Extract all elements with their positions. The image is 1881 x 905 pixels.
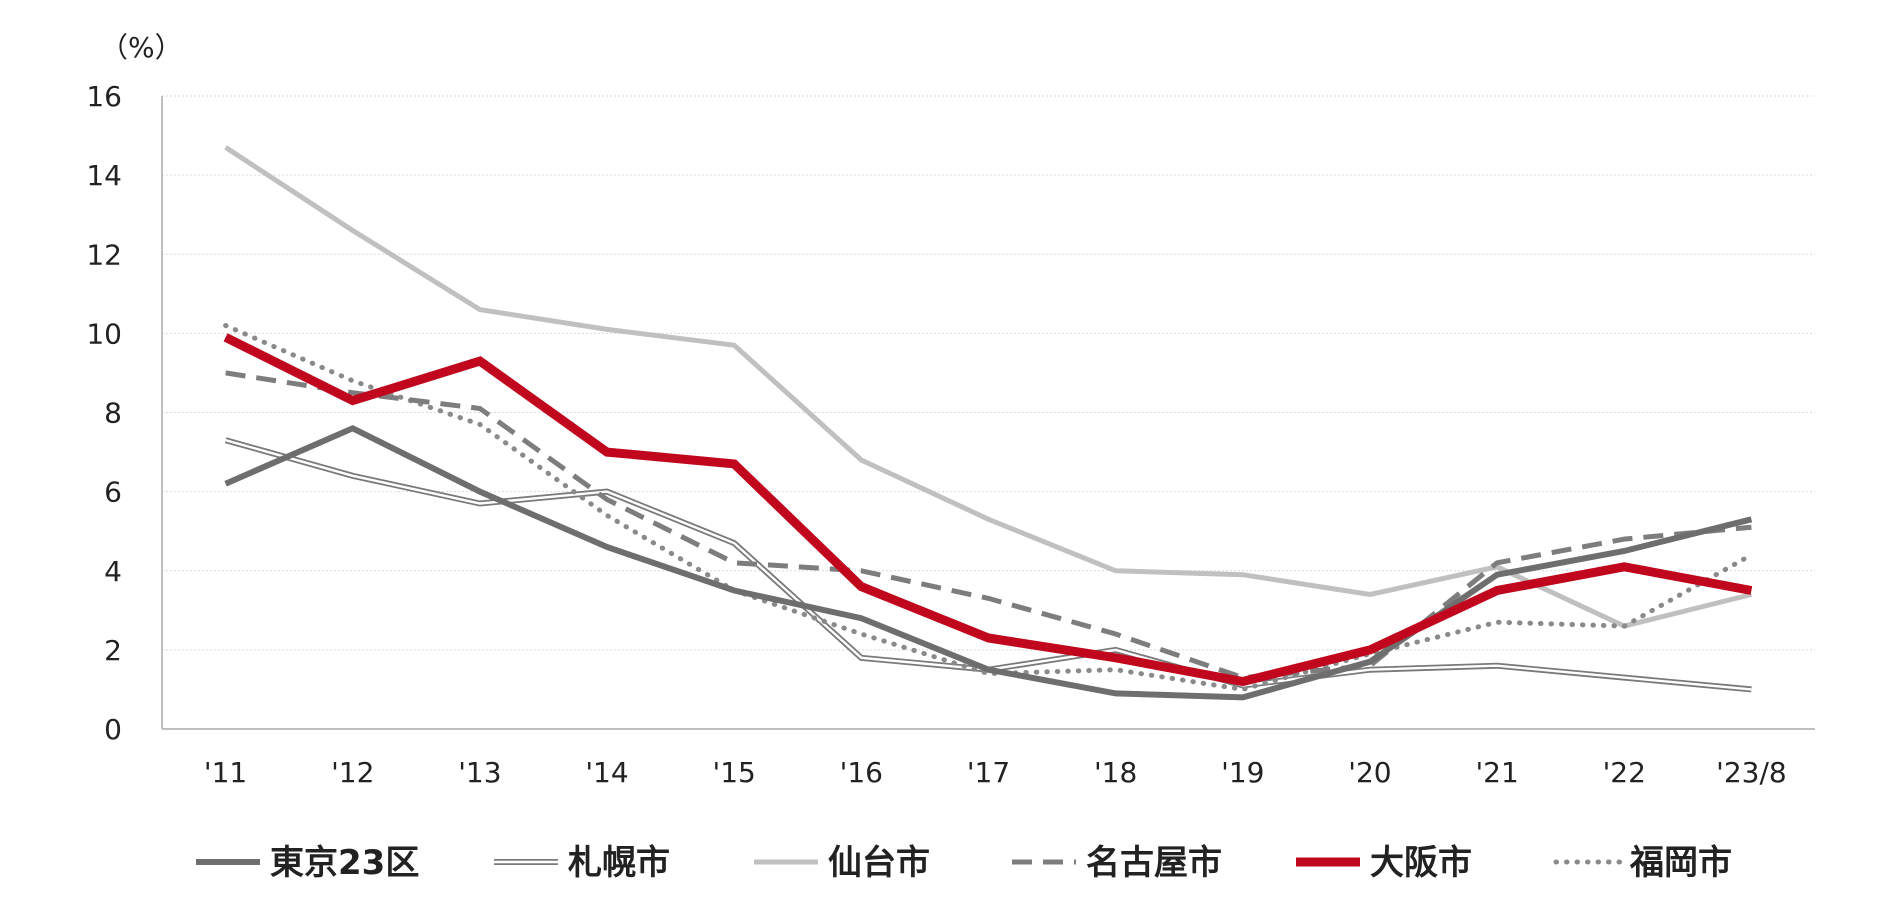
y-tick-label: 10 xyxy=(86,317,122,350)
x-tick-label: '22 xyxy=(1603,756,1646,789)
legend-item: 大阪市 xyxy=(1296,843,1472,883)
y-tick-label: 0 xyxy=(104,713,122,746)
x-tick-label: '23/8 xyxy=(1716,756,1787,789)
legend-label: 福岡市 xyxy=(1629,843,1732,883)
x-tick-label: '18 xyxy=(1094,756,1137,789)
axes: 0 2 4 6 8 10 12 14 16 '11 '12 '13 '14 '15 '16 '17 '18 '19… xyxy=(86,80,1815,789)
y-tick-label: 16 xyxy=(86,80,122,113)
y-tick-label: 6 xyxy=(104,476,122,509)
legend-label: 仙台市 xyxy=(828,843,930,883)
x-tick-label: '12 xyxy=(331,756,374,789)
series-6 xyxy=(223,323,1754,692)
legend-label: 札幌市 xyxy=(568,843,670,883)
series-line xyxy=(224,145,1753,629)
legend-item: 福岡市 xyxy=(1553,843,1732,883)
legend-label: 東京23区 xyxy=(270,843,419,883)
y-tick-label: 8 xyxy=(104,397,122,430)
x-tick-label: '19 xyxy=(1221,756,1264,789)
x-tick-label: '14 xyxy=(585,756,628,789)
x-tick-label: '17 xyxy=(967,756,1010,789)
y-tick-label: 12 xyxy=(86,238,122,271)
series-line xyxy=(223,333,1753,687)
y-unit-label: （%） xyxy=(100,31,183,64)
legend-item: 東京23区 xyxy=(196,843,419,883)
y-tick-label: 2 xyxy=(104,634,122,667)
y-tick-label: 4 xyxy=(104,555,122,588)
series-5 xyxy=(223,333,1753,687)
legend-item: 仙台市 xyxy=(754,843,930,883)
legend-item: 名古屋市 xyxy=(1012,843,1222,883)
legend: 東京23区 札幌市 仙台市 名古屋市 大阪市 福岡市 xyxy=(196,843,1732,883)
x-tick-label: '20 xyxy=(1348,756,1391,789)
x-tick-label: '21 xyxy=(1475,756,1518,789)
series-line xyxy=(224,424,1753,701)
x-tick-label: '11 xyxy=(204,756,247,789)
y-tick-label: 14 xyxy=(86,159,122,192)
x-tick-label: '13 xyxy=(458,756,501,789)
legend-label: 名古屋市 xyxy=(1086,843,1222,883)
series-4 xyxy=(225,370,1752,681)
x-tick-label: '15 xyxy=(713,756,756,789)
x-tick-label: '16 xyxy=(840,756,883,789)
series-3 xyxy=(224,145,1753,629)
series-line xyxy=(223,323,1754,692)
series-lines xyxy=(223,145,1754,701)
series-line xyxy=(225,370,1752,681)
legend-label: 大阪市 xyxy=(1370,843,1472,883)
series-1 xyxy=(224,424,1753,701)
grid xyxy=(162,95,1815,651)
legend-item: 札幌市 xyxy=(494,843,670,883)
